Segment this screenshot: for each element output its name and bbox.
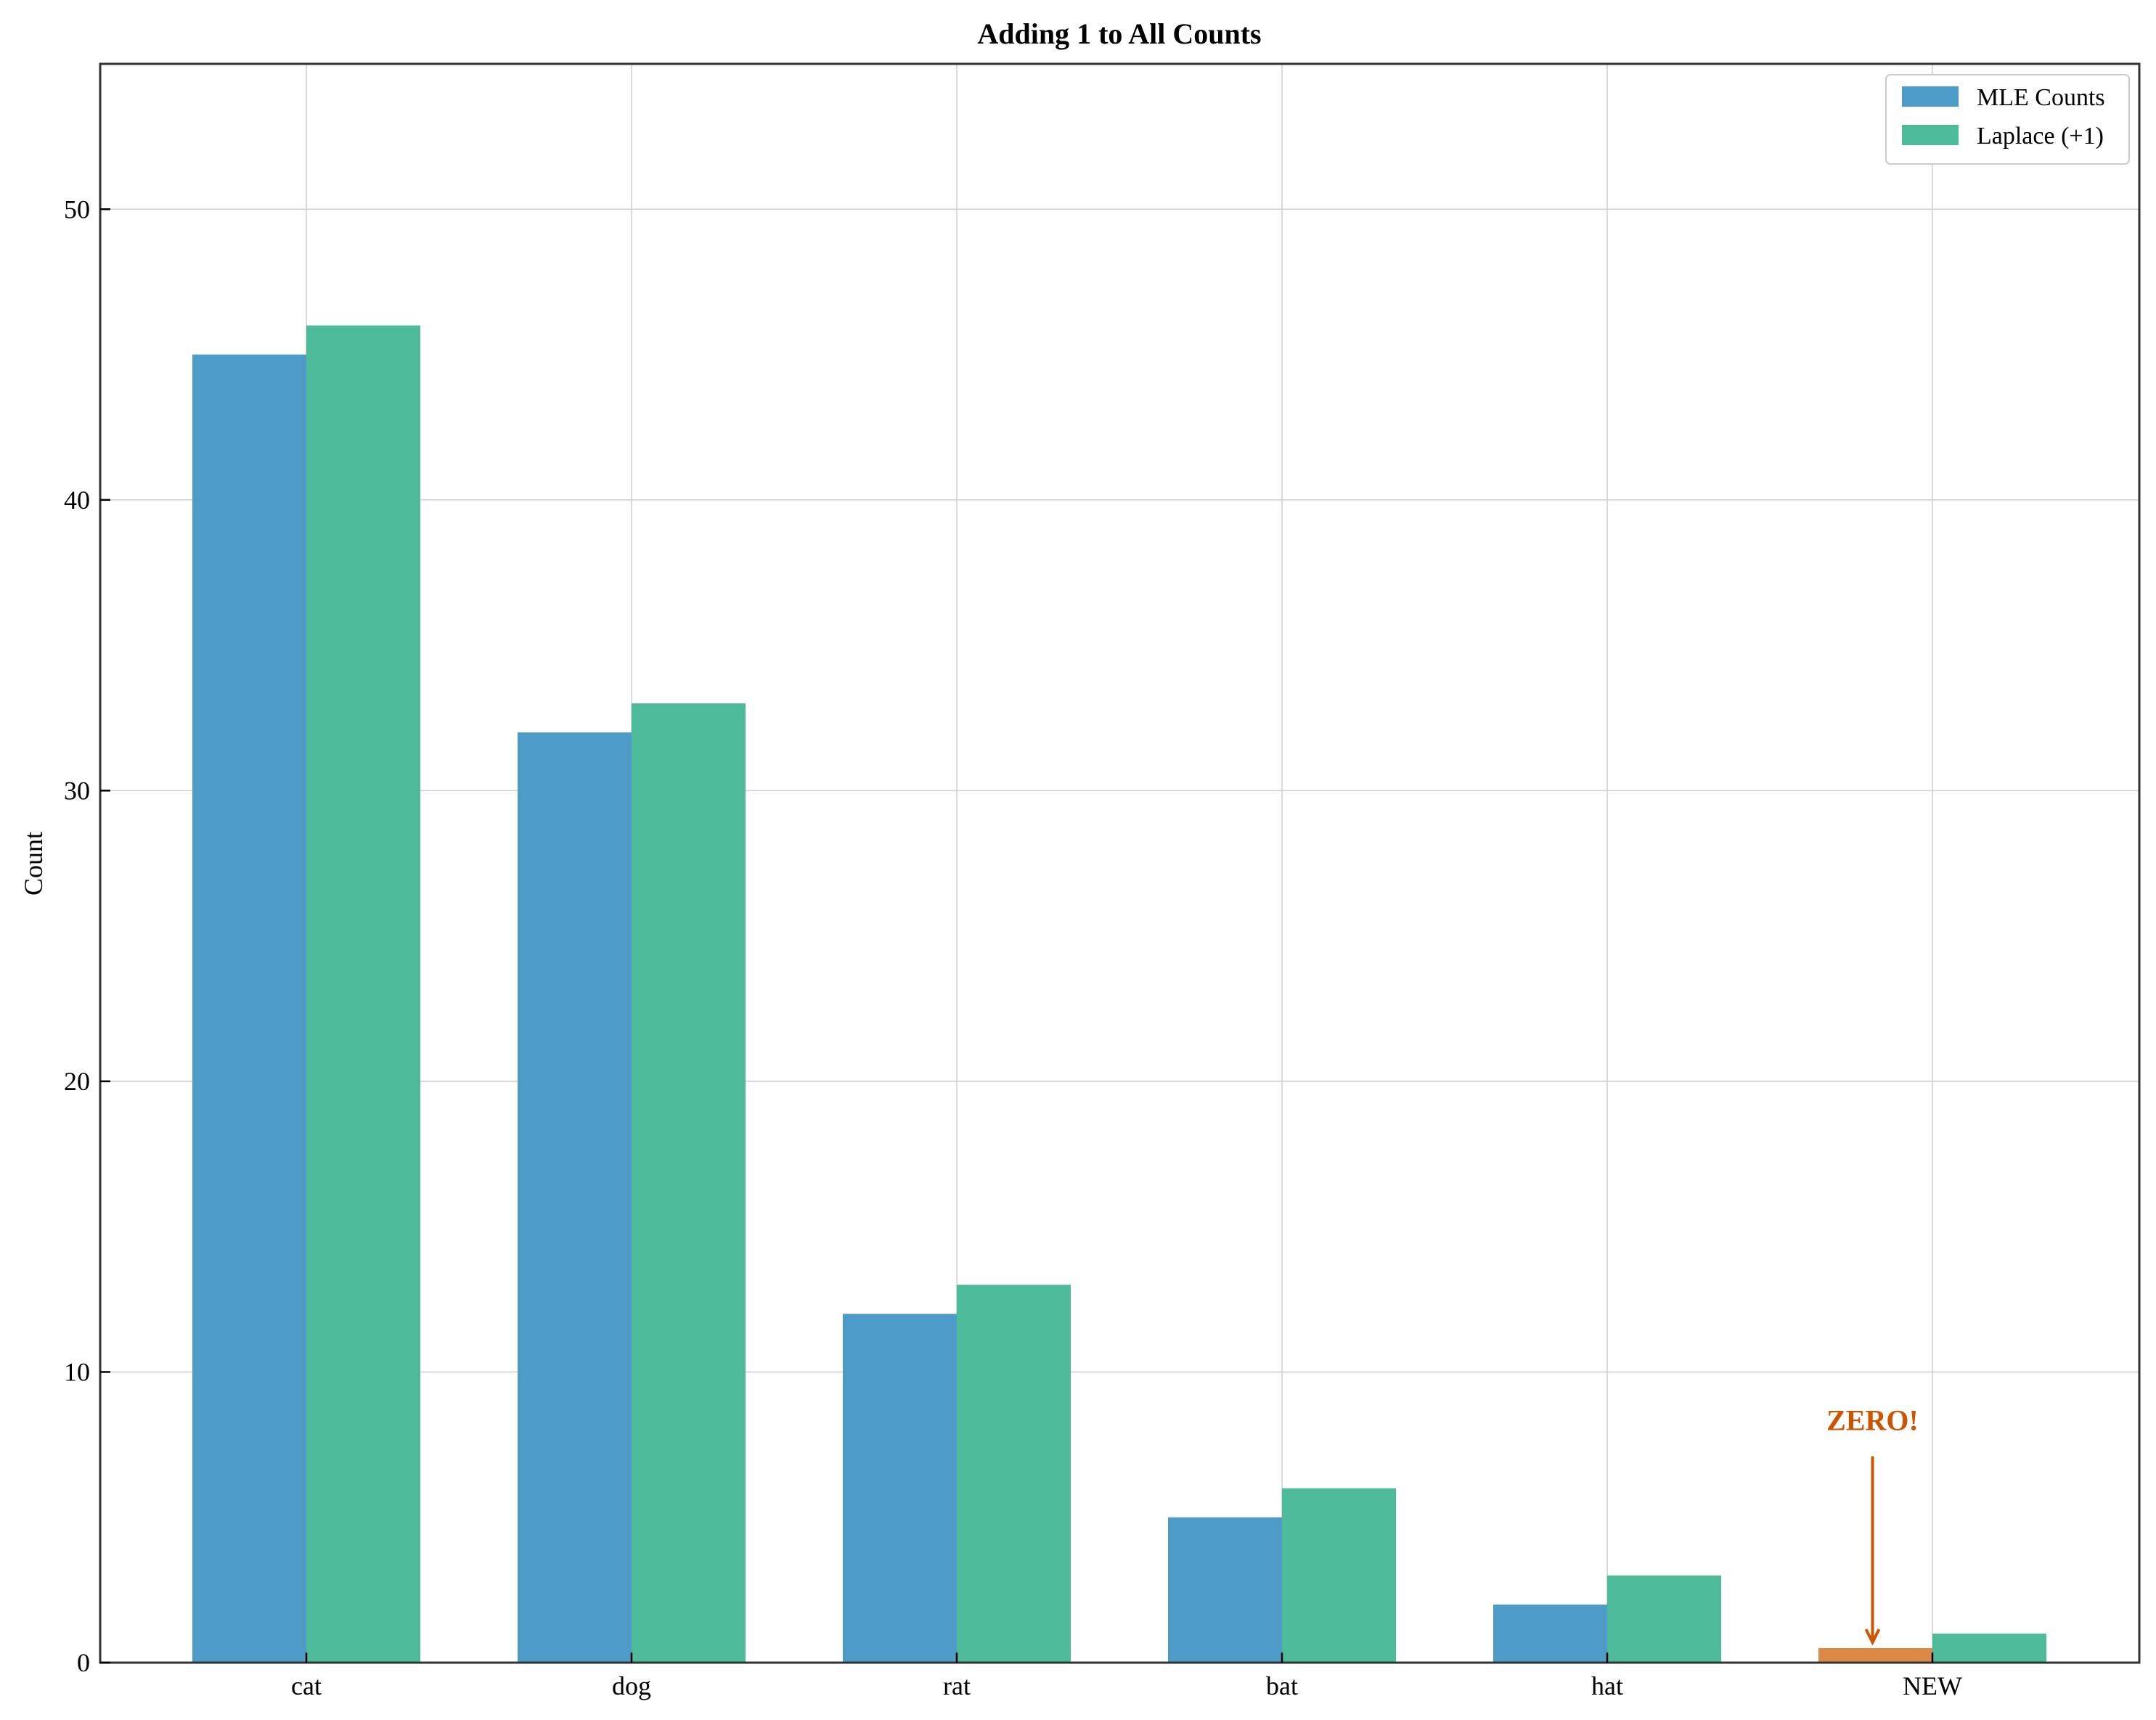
axis-ticks: 0 10 20 30 40 50 cat dog rat bat hat NEW: [64, 194, 1962, 1700]
bar-mle-bat: [1168, 1517, 1282, 1663]
y-tick-label: 40: [64, 486, 90, 515]
x-tick-label: cat: [291, 1671, 322, 1700]
bar-mle-new-highlight: [1818, 1647, 1932, 1663]
x-tick-label: dog: [612, 1671, 651, 1700]
y-tick-label: 30: [64, 776, 90, 805]
x-tick-label: bat: [1266, 1671, 1298, 1700]
legend-label-mle: MLE Counts: [1977, 84, 2105, 111]
bars: [192, 325, 2046, 1663]
bar-laplace-bat: [1282, 1488, 1396, 1663]
bar-mle-cat: [192, 354, 306, 1663]
x-tick-label: hat: [1591, 1671, 1623, 1700]
annotation: ZERO!: [1826, 1404, 1919, 1646]
bar-laplace-dog: [632, 703, 746, 1663]
bar-laplace-cat: [306, 325, 420, 1663]
plot-frame: [99, 62, 2141, 1664]
y-tick-label: 0: [77, 1648, 90, 1677]
y-tick-label: 20: [64, 1067, 90, 1096]
chart-title: Adding 1 to All Counts: [977, 17, 1261, 50]
x-tick-label: rat: [943, 1671, 971, 1700]
bar-mle-rat: [843, 1314, 957, 1663]
bar-laplace-hat: [1607, 1575, 1721, 1663]
y-axis-label: Count: [19, 832, 48, 896]
bar-mle-dog: [518, 732, 632, 1663]
y-tick-label: 10: [64, 1357, 90, 1386]
grid-lines: [100, 64, 2139, 1663]
bar-laplace-new: [1932, 1633, 2046, 1663]
legend: MLE Counts Laplace (+1): [1885, 74, 2130, 165]
zero-annotation-text: ZERO!: [1826, 1404, 1919, 1437]
y-tick-label: 50: [64, 194, 90, 224]
zero-annotation-arrow-head: [1864, 1629, 1881, 1646]
x-tick-label: NEW: [1903, 1671, 1962, 1700]
bar-laplace-rat: [957, 1285, 1071, 1663]
legend-swatch-laplace: [1902, 125, 1959, 145]
legend-label-laplace: Laplace (+1): [1977, 123, 2104, 150]
legend-swatch-mle: [1902, 86, 1959, 107]
bar-mle-hat: [1493, 1604, 1607, 1663]
